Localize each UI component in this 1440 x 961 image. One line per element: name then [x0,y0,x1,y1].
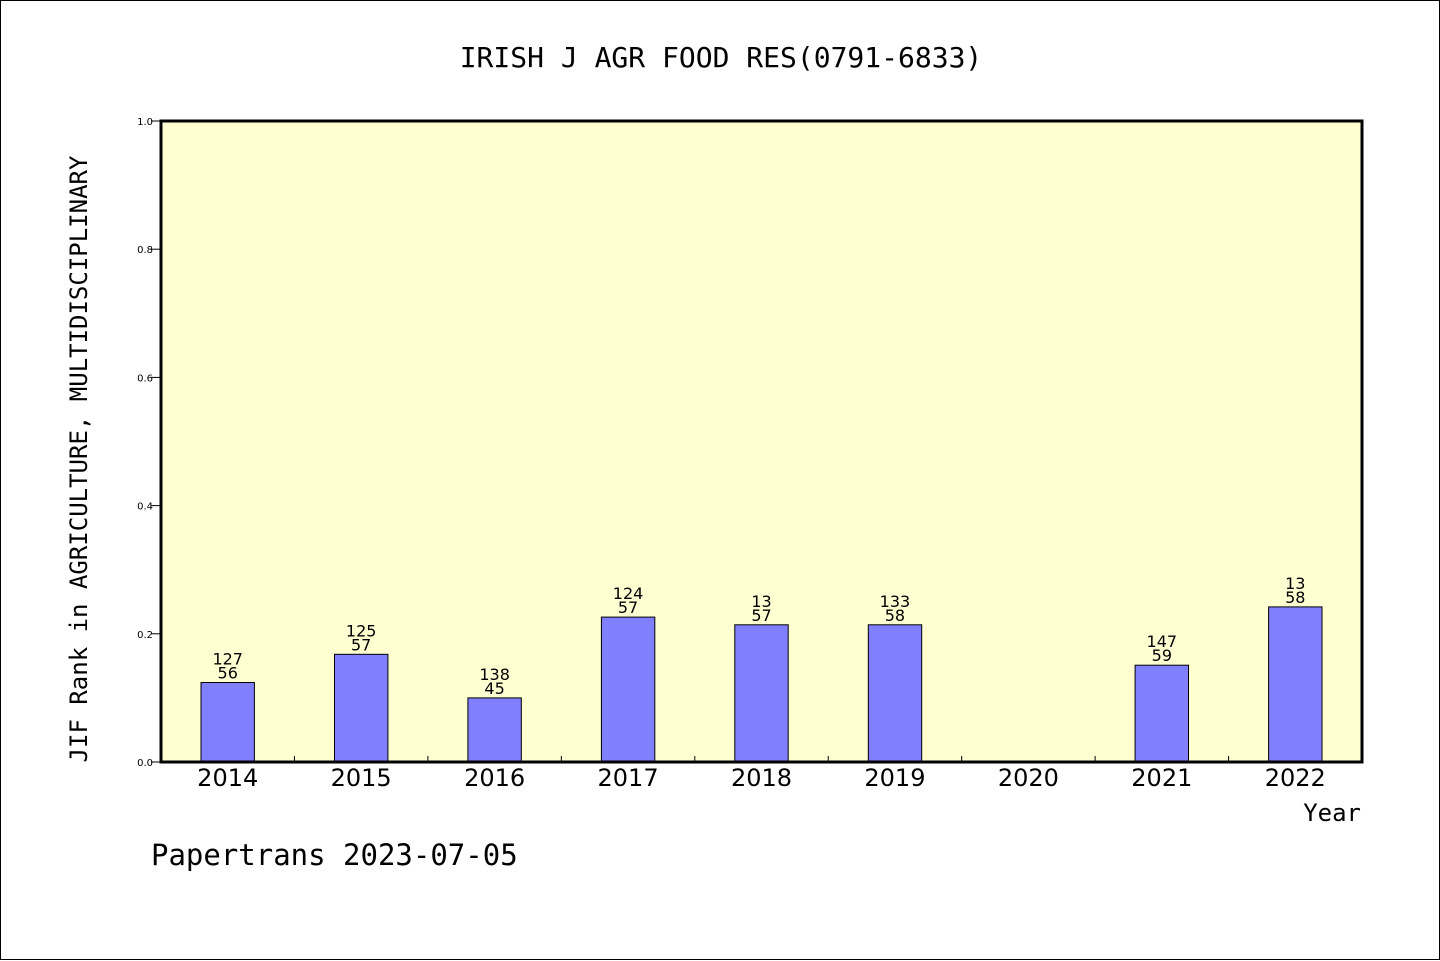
y-axis: 0.0 0.2 0.4 0.6 0.8 1.0 [137,117,161,769]
bar-label-bottom-2017: 57 [618,598,638,617]
bar-label-top-2014: 127 [212,650,243,669]
plot-border [159,119,1364,764]
bar-2015 [334,653,389,763]
bar-label-bottom-2019: 58 [885,606,905,625]
x-axis-label: Year [1303,799,1361,827]
x-tick-label-2017: 2017 [598,764,659,792]
x-tick-label-2019: 2019 [864,764,925,792]
bars-group [200,606,1323,763]
bar-label-bottom-2015: 57 [351,635,371,654]
bar-label-bottom-2014: 56 [218,664,238,683]
bar-label-bottom-2018: 57 [751,606,771,625]
y-tick-label-1.0: 1.0 [137,117,153,128]
y-tick-label-0.8: 0.8 [137,245,153,256]
bar-2014 [200,682,255,763]
chart-title: IRISH J AGR FOOD RES(0791-6833) [460,41,983,74]
y-tick-label-0.6: 0.6 [137,373,153,384]
y-tick-label-0.4: 0.4 [137,502,153,513]
bar-label-top-2016: 138 [479,665,510,684]
bar-label-bottom-2016: 45 [484,679,504,698]
bar-2017 [600,616,656,763]
bar-label-top-2018: 13 [751,592,771,611]
bar-2021 [1134,664,1189,763]
watermark: Papertrans 2023-07-05 [151,838,518,872]
x-tick-label-2022: 2022 [1265,764,1326,792]
x-tick-label-2014: 2014 [197,764,258,792]
bar-label-top-2022: 13 [1285,574,1305,593]
bar-label-top-2015: 125 [346,621,377,640]
x-tick-label-2020: 2020 [998,764,1059,792]
bar-label-top-2021: 147 [1147,632,1178,651]
y-tick-label-0.2: 0.2 [137,630,153,641]
bar-2016 [467,697,522,763]
x-tick-label-2021: 2021 [1131,764,1192,792]
bar-2019 [867,624,923,763]
bar-2022 [1268,606,1323,763]
y-axis-label: JIF Rank in AGRICULTURE, MULTIDISCIPLINA… [65,155,93,762]
bar-label-top-2019: 133 [880,592,911,611]
bar-label-bottom-2022: 58 [1285,588,1305,607]
x-tick-label-2016: 2016 [464,764,525,792]
x-tick-label-2018: 2018 [731,764,792,792]
bar-label-top-2017: 124 [613,584,644,603]
x-axis: 2014 2015 2016 2017 2018 2019 2020 2021 2022 [197,756,1326,792]
y-tick-label-0.0: 0.0 [137,758,153,769]
bar-label-bottom-2021: 59 [1152,646,1172,665]
bar-2018 [734,624,789,763]
x-tick-label-2015: 2015 [331,764,392,792]
